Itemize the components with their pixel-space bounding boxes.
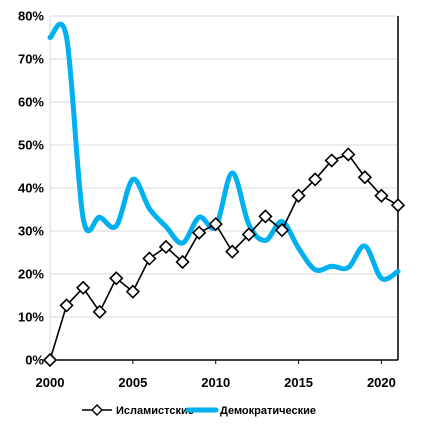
y-tick-label-0: 0% bbox=[25, 353, 44, 368]
y-tick-label-20: 20% bbox=[18, 267, 44, 282]
y-tick-label-50: 50% bbox=[18, 138, 44, 153]
gridlines bbox=[50, 15, 398, 318]
y-tick-labels: 0% 10% 20% 30% 40% 50% 60% 70% 80% bbox=[18, 9, 44, 368]
data-point-2010 bbox=[208, 216, 223, 232]
x-tick-label-2000: 2000 bbox=[36, 375, 65, 390]
y-tick-label-70: 70% bbox=[18, 52, 44, 67]
x-tick-label-2010: 2010 bbox=[201, 375, 230, 390]
data-point-2019 bbox=[357, 170, 372, 185]
y-tick-label-40: 40% bbox=[18, 181, 44, 196]
data-point-2015 bbox=[291, 188, 306, 203]
data-point-2012 bbox=[241, 227, 256, 242]
data-point-2017 bbox=[324, 153, 339, 168]
data-point-2005 bbox=[125, 284, 140, 299]
y-tick-label-10: 10% bbox=[18, 310, 44, 325]
data-point-2006 bbox=[142, 251, 157, 266]
legend: Исламистские Демократические bbox=[82, 404, 316, 417]
x-tick-label-2020: 2020 bbox=[367, 375, 396, 390]
data-point-2014 bbox=[274, 223, 290, 238]
x-tick-label-2005: 2005 bbox=[118, 375, 147, 390]
legend-label-democratic: Демократические bbox=[220, 405, 316, 417]
data-point-2004 bbox=[109, 271, 124, 286]
data-point-2009 bbox=[192, 225, 207, 240]
data-point-2011 bbox=[225, 244, 240, 259]
data-point-2001 bbox=[59, 298, 74, 313]
data-point-2002 bbox=[76, 280, 91, 295]
data-point-2008 bbox=[175, 254, 190, 270]
legend-label-islamist: Исламистские bbox=[116, 405, 194, 417]
data-point-2003 bbox=[92, 304, 107, 319]
data-point-2021 bbox=[390, 198, 406, 213]
legend-item-democratic: Демократические bbox=[185, 405, 316, 417]
y-tick-label-30: 30% bbox=[18, 224, 44, 239]
y-tick-label-80: 80% bbox=[18, 9, 44, 24]
data-series bbox=[42, 21, 406, 368]
legend-diamond-icon bbox=[91, 404, 103, 416]
data-point-2018 bbox=[341, 147, 356, 162]
data-point-2013 bbox=[258, 209, 273, 224]
data-point-2000 bbox=[42, 352, 58, 368]
series-0 bbox=[42, 147, 406, 368]
series-line-islamist bbox=[49, 153, 399, 361]
legend-item-islamist: Исламистские bbox=[82, 404, 194, 417]
data-point-2007 bbox=[158, 239, 174, 255]
x-tick-labels: 2000 2005 2010 2015 2020 bbox=[36, 375, 396, 390]
data-point-2016 bbox=[308, 172, 323, 187]
y-tick-label-60: 60% bbox=[18, 95, 44, 110]
x-tick-label-2015: 2015 bbox=[284, 375, 313, 390]
data-point-2020 bbox=[374, 188, 389, 203]
